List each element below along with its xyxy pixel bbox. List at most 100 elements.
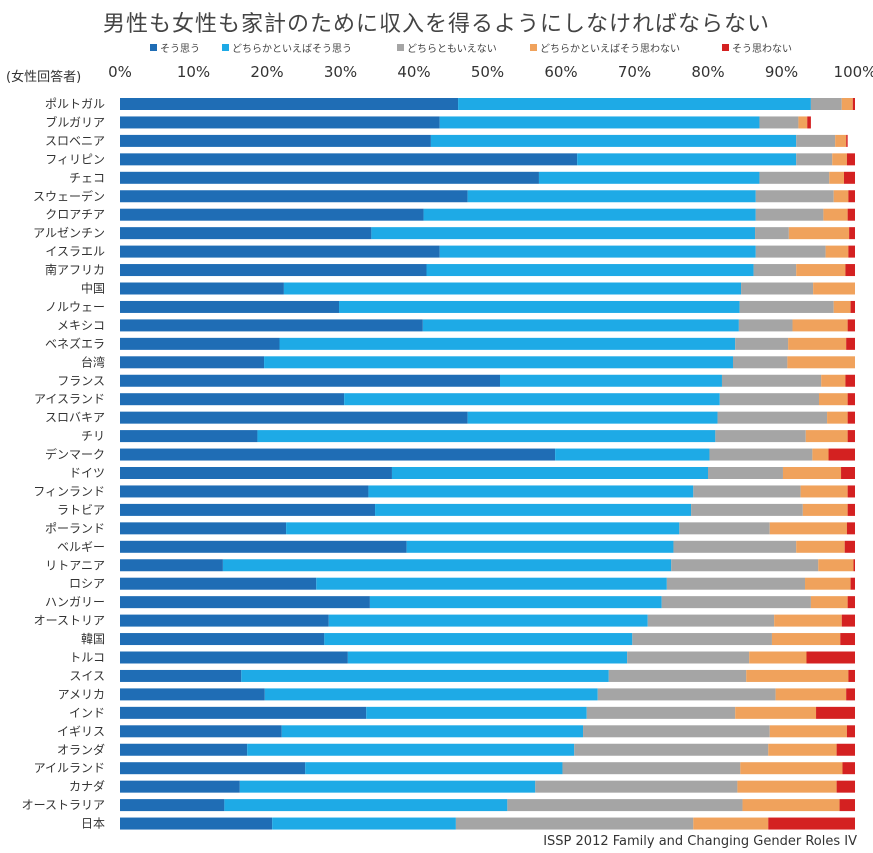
- category-label: チェコ: [69, 171, 105, 185]
- bar-segment: [792, 319, 848, 332]
- category-label: スウェーデン: [33, 188, 105, 203]
- bar-segment: [239, 780, 536, 793]
- bar-segment: [802, 503, 848, 516]
- category-label: トルコ: [69, 651, 105, 665]
- bar-segment: [120, 688, 265, 701]
- bar-segment: [828, 448, 855, 461]
- bar-segment: [769, 522, 847, 535]
- bar-segment: [120, 614, 329, 627]
- category-label: オーストリア: [34, 614, 105, 628]
- bar-segment: [755, 190, 834, 203]
- bar-segment: [735, 706, 817, 719]
- bar-segment: [120, 171, 539, 184]
- bar-segment: [391, 467, 708, 479]
- bar-segment: [849, 227, 855, 240]
- bar-segment: [647, 614, 775, 627]
- legend-label: どちらかといえばそう思う: [232, 44, 352, 55]
- bar-segment: [847, 411, 855, 424]
- bar-segment: [305, 762, 563, 775]
- bar-segment: [120, 817, 273, 830]
- bar-segment: [788, 227, 850, 240]
- bar-segment: [586, 706, 736, 719]
- bar-segment: [671, 559, 819, 572]
- category-label: ノルウェー: [45, 300, 105, 314]
- bar-segment: [583, 725, 770, 738]
- category-label: ブルガリア: [45, 114, 105, 129]
- legend-swatch: [722, 44, 729, 51]
- bar-segment: [813, 282, 855, 295]
- bar-segment: [120, 559, 223, 572]
- bar-segment: [841, 467, 855, 479]
- bar-segment: [264, 356, 733, 369]
- bar-segment: [807, 116, 811, 129]
- bar-segment: [120, 374, 500, 387]
- bar-segment: [839, 799, 855, 812]
- bar-segment: [737, 780, 837, 793]
- bar-segment: [709, 448, 813, 461]
- bar-segment: [120, 319, 423, 332]
- bar-segment: [846, 134, 848, 147]
- bar-segment: [798, 116, 808, 129]
- bar-segment: [691, 503, 803, 516]
- bar-segment: [832, 153, 847, 166]
- bar-segment: [848, 190, 855, 203]
- category-label: リトアニア: [45, 558, 105, 572]
- bar-segment: [845, 264, 855, 277]
- legend-swatch: [530, 44, 537, 51]
- category-label: フィンランド: [33, 484, 105, 498]
- category-label: ドイツ: [69, 466, 105, 480]
- bar-segment: [120, 134, 431, 147]
- bar-segment: [846, 337, 855, 350]
- bar-segment: [842, 762, 855, 775]
- chart-title: 男性も女性も家計のために収入を得るようにしなければならない: [102, 12, 770, 37]
- bar-segment: [120, 264, 427, 277]
- x-tick-label: 90%: [765, 63, 798, 81]
- legend-item: どちらかといえばそう思う: [222, 40, 352, 55]
- bar-segment: [272, 817, 456, 830]
- bar-segment: [257, 430, 716, 443]
- bar-segment: [406, 540, 674, 553]
- bar-segment: [847, 393, 855, 406]
- bar-segment: [458, 98, 811, 110]
- x-tick-label: 100%: [834, 63, 873, 81]
- bar-segment: [810, 596, 848, 609]
- bar-segment: [755, 245, 826, 258]
- source-note: ISSP 2012 Family and Changing Gender Rol…: [543, 834, 857, 849]
- bar-segment: [120, 633, 325, 646]
- bar-segment: [120, 282, 284, 295]
- category-label: スロベニア: [45, 134, 105, 148]
- bar-segment: [833, 300, 851, 313]
- legend-swatch: [222, 44, 229, 51]
- bar-segment: [836, 780, 856, 793]
- legend-swatch: [150, 44, 157, 51]
- bar-segment: [279, 337, 736, 350]
- bar-segment: [455, 817, 694, 830]
- bar-segment: [853, 559, 855, 572]
- category-label: ロシア: [69, 577, 105, 591]
- category-label: デンマーク: [45, 447, 105, 462]
- bar-segment: [120, 448, 556, 461]
- x-tick-label: 0%: [108, 63, 132, 81]
- bar-segment: [812, 448, 829, 461]
- bar-segment: [608, 669, 747, 682]
- bar-segment: [120, 337, 280, 350]
- bar-segment: [749, 651, 807, 664]
- bar-segment: [555, 448, 710, 461]
- legend-label: そう思わない: [732, 44, 792, 55]
- bar-segment: [120, 116, 440, 129]
- legend-item: そう思う: [150, 40, 200, 55]
- legend-item: どちらかといえばそう思わない: [530, 40, 680, 55]
- bar-segment: [835, 134, 847, 147]
- bar-segment: [666, 577, 806, 590]
- bar-segment: [848, 245, 855, 258]
- bar-segment: [833, 190, 849, 203]
- bar-segment: [746, 669, 849, 682]
- category-label: クロアチア: [45, 208, 105, 222]
- bar-segment: [120, 300, 340, 313]
- bar-segment: [439, 116, 760, 129]
- bar-segment: [769, 725, 847, 738]
- bar-segment: [759, 171, 830, 184]
- bar-segment: [439, 245, 756, 258]
- legend-label: そう思う: [160, 44, 200, 55]
